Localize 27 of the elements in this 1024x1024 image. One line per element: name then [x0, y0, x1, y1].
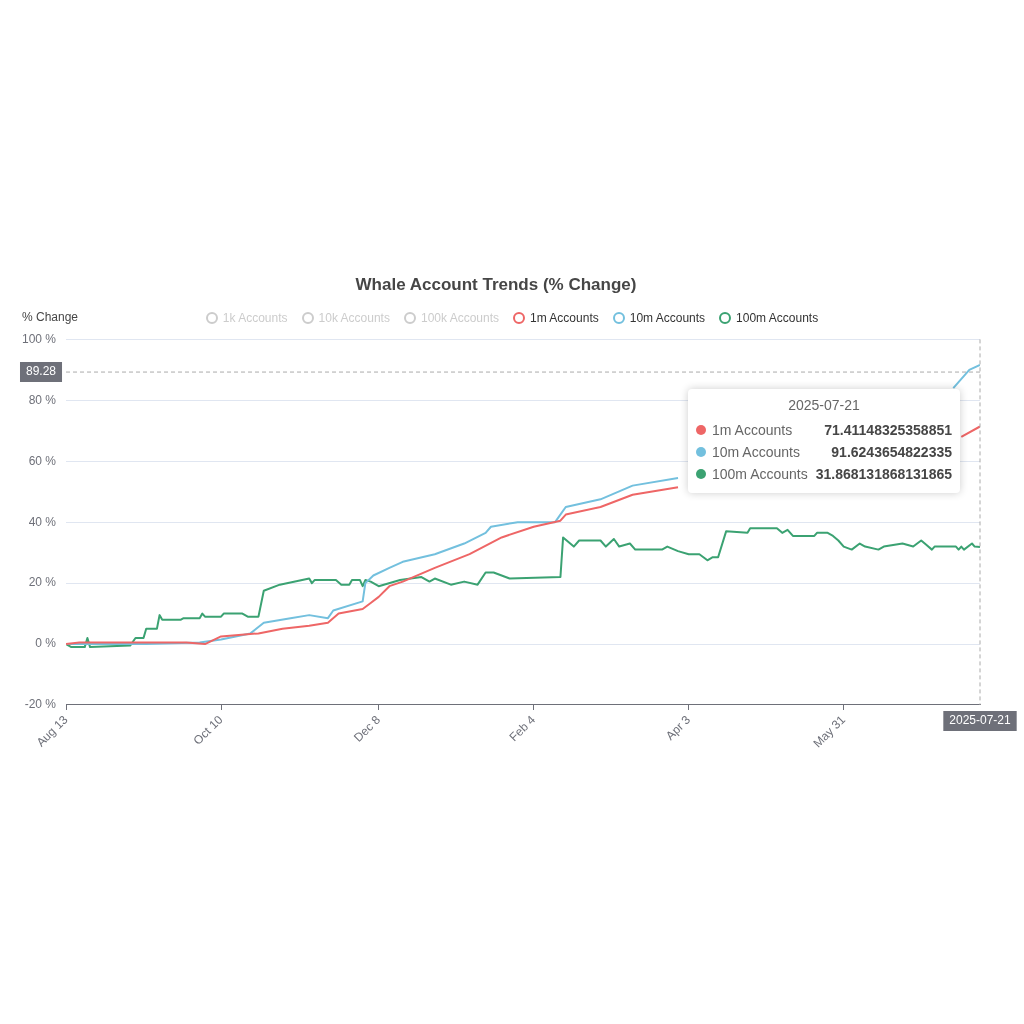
legend-label: 10m Accounts: [712, 443, 800, 463]
y-tick-label: 40 %: [28, 514, 57, 529]
ref-line-label: 89.28: [26, 364, 57, 379]
annotation: 71.41148325358851: [824, 421, 952, 441]
y-tick-label: -20 %: [24, 697, 57, 712]
y-tick-label: 0 %: [35, 636, 57, 651]
x-tick-label: Feb 4: [506, 712, 539, 745]
y-tick-label: 60 %: [28, 453, 57, 468]
annotation: 2025-07-21: [787, 397, 861, 414]
y-tick-label: 20 %: [28, 575, 57, 590]
y-tick-label: 80 %: [28, 392, 57, 407]
ref-line-label: 2025-07-21: [949, 713, 1012, 728]
y-tick-label: 100 %: [21, 331, 57, 346]
text: 1m Accounts: [530, 311, 599, 326]
chart-title: Whale Account Trends (% Change): [355, 274, 637, 294]
legend-label: 1m Accounts: [712, 421, 793, 441]
x-tick-label: Aug 13: [33, 712, 71, 750]
x-tick-label: Apr 3: [662, 712, 694, 743]
legend-label: 100m Accounts: [712, 465, 808, 485]
annotation: 91.6243654822335: [831, 443, 952, 463]
y-axis-title: % Change: [22, 309, 79, 324]
x-tick-label: Dec 8: [351, 712, 384, 745]
x-tick-label: Oct 10: [190, 712, 226, 748]
annotation: 31.868131868131865: [815, 465, 952, 485]
text: 10m Accounts: [629, 311, 706, 326]
x-tick-label: May 31: [810, 712, 849, 751]
text: 100m Accounts: [736, 311, 819, 326]
